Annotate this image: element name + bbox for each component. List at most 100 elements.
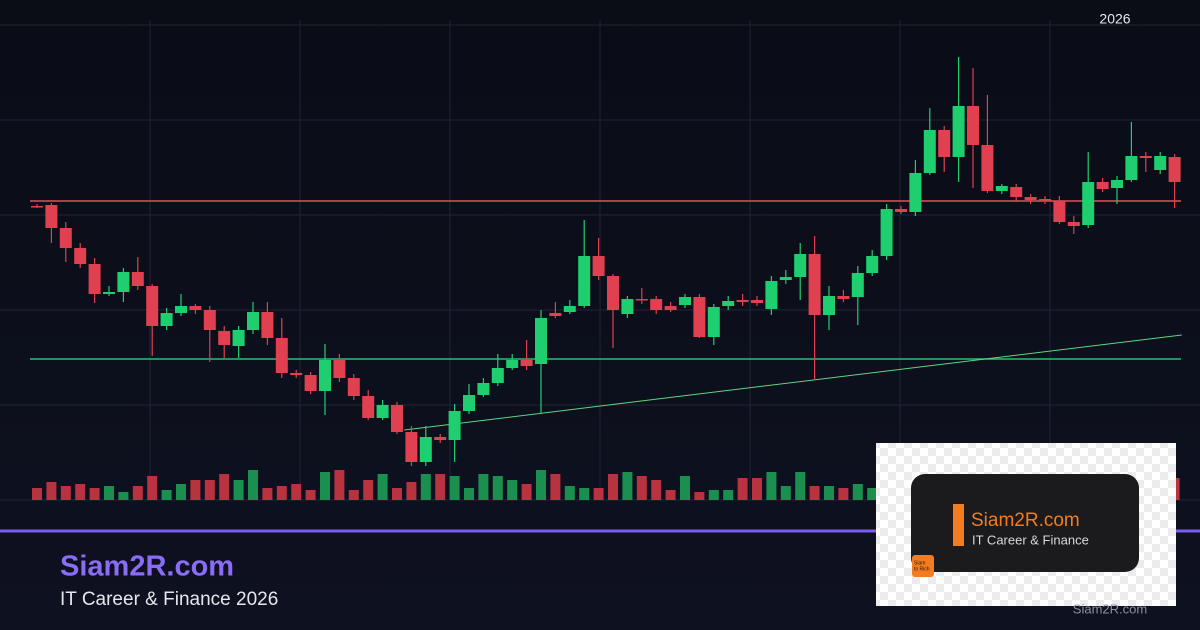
candle-body (45, 205, 58, 228)
badge-logo (912, 555, 934, 577)
candle-body (938, 130, 951, 157)
volume-bar (118, 492, 129, 500)
volume-bar (204, 480, 215, 500)
candle-body (592, 256, 605, 276)
candle-body (650, 299, 663, 310)
volume-bar (305, 490, 316, 500)
candle-body (218, 331, 231, 345)
volume-bar (161, 490, 172, 500)
candle-body (506, 360, 519, 368)
candle-body (1039, 199, 1051, 201)
footer-brand: Siam2R.com (60, 551, 234, 583)
badge-tagline: IT Career & Finance (972, 532, 1089, 547)
candle-body (232, 330, 245, 346)
candle-body (362, 396, 375, 418)
candle-body (607, 276, 619, 310)
candle-body (1125, 156, 1138, 180)
candle-body (103, 292, 115, 294)
volume-bar (737, 478, 748, 500)
badge-logo-text: Siam (914, 560, 925, 566)
candle-body (751, 300, 763, 303)
footer-tagline: IT Career & Finance 2026 (60, 589, 278, 610)
candle-body (117, 272, 130, 292)
volume-bar (824, 486, 834, 500)
volume-bar (291, 484, 302, 500)
volume-bar (219, 474, 230, 500)
volume-bar (320, 472, 330, 500)
year-label: 2026 (1099, 11, 1130, 27)
volume-bar (651, 480, 662, 500)
volume-bar (536, 470, 546, 500)
volume-bar (75, 484, 86, 500)
volume-bar (363, 480, 374, 500)
candle-body (448, 411, 461, 440)
candle-body (160, 313, 173, 326)
candle-body (376, 405, 389, 418)
volume-bar (377, 474, 388, 500)
watermark: Siam2R.com (1073, 601, 1147, 616)
candle-body (74, 248, 87, 264)
volume-bar (435, 474, 446, 500)
candle-body (1168, 157, 1181, 182)
volume-bar (795, 472, 806, 500)
volume-bar (723, 490, 734, 500)
badge-brand: Siam2R.com (971, 510, 1080, 531)
candle-body (923, 130, 936, 173)
volume-bar (464, 488, 474, 500)
volume-bar (348, 490, 359, 500)
volume-bar (449, 476, 460, 500)
candle-body (880, 209, 893, 256)
candle-body (635, 299, 648, 301)
candle-body (405, 432, 418, 462)
trend-line (404, 334, 1182, 431)
volume-bar (132, 486, 143, 500)
candle-body (1010, 187, 1023, 197)
candle-body (535, 318, 547, 364)
candle-body (736, 300, 749, 302)
candle-body (333, 360, 346, 378)
volume-bar (780, 486, 791, 500)
volume-bar (60, 486, 71, 500)
candle-body (203, 310, 216, 330)
candle-body (31, 206, 43, 208)
candle-body (131, 272, 144, 286)
candle-body (779, 277, 792, 280)
candle-body (1111, 180, 1123, 188)
volume-bar (622, 472, 633, 500)
candle-body (981, 145, 994, 191)
volume-bar (406, 482, 417, 500)
candle-body (563, 306, 576, 312)
volume-bar (694, 492, 705, 500)
volume-bar (680, 476, 690, 500)
volume-bar (564, 486, 575, 500)
candle-body (304, 375, 317, 391)
candle-body (866, 256, 879, 273)
volume-bar (809, 486, 820, 500)
candle-body (765, 281, 778, 309)
volume-bar (32, 488, 42, 500)
candle-body (794, 254, 807, 277)
candle-body (146, 286, 159, 326)
candle-body (261, 312, 274, 338)
candle-body (664, 306, 677, 310)
candle-body (477, 383, 490, 395)
volume-bar (752, 478, 762, 500)
candle-body (319, 360, 331, 391)
volume-bar (665, 490, 676, 500)
candle-body (419, 437, 432, 462)
volume-bar (334, 470, 345, 500)
candle-body (823, 296, 835, 315)
volume-bar (276, 486, 287, 500)
candle-body (491, 368, 504, 383)
volume-bar (492, 476, 503, 500)
candle-body (275, 338, 288, 373)
candle-body (189, 306, 202, 310)
candle-body (520, 360, 533, 366)
candle-body (952, 106, 965, 157)
candle-body (909, 173, 922, 212)
volume-bar (147, 476, 158, 500)
volume-bar (852, 484, 863, 500)
candle-body (621, 299, 634, 314)
volume-bar (392, 488, 402, 500)
